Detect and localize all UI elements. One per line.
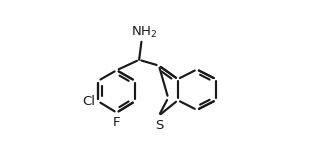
Text: Cl: Cl [82,95,95,108]
Text: NH$_2$: NH$_2$ [131,25,157,40]
Text: F: F [113,116,121,129]
Text: S: S [155,119,163,132]
